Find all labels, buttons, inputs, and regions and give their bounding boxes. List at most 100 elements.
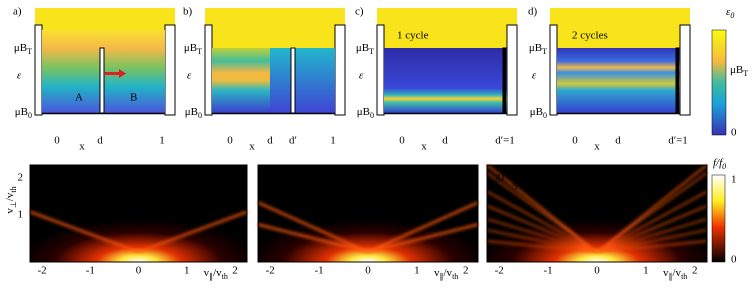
- x-axis-label: x: [79, 141, 85, 153]
- text-part: th: [222, 272, 228, 281]
- text-part: 0: [730, 11, 734, 20]
- text-part: 0: [28, 111, 32, 120]
- y-axis-label: ε: [532, 70, 537, 82]
- fan-line: [596, 218, 708, 253]
- glow: [30, 185, 247, 262]
- x-axis-label: v∥/vth: [204, 267, 228, 282]
- text-part: /v: [213, 267, 222, 279]
- text-part: μB: [529, 42, 542, 54]
- plot-frame: [486, 164, 708, 263]
- plot-frame: [257, 164, 479, 263]
- glow: [487, 185, 707, 262]
- text-part: /v: [673, 267, 682, 279]
- text-part: /v: [4, 192, 16, 201]
- x-tick-label: 1: [643, 265, 649, 277]
- y-axis-label: ε: [359, 70, 364, 82]
- panel-label: a): [13, 6, 22, 18]
- panel-label: b): [183, 6, 193, 18]
- y-tick-label: μB0: [185, 106, 202, 121]
- fan-line: [596, 172, 708, 253]
- divider: [290, 47, 296, 114]
- plot-frame: [29, 164, 248, 263]
- y-tick-label: μB0: [15, 106, 32, 121]
- well-right: [270, 48, 335, 113]
- x-tick-label: d: [615, 135, 621, 147]
- fan: [29, 210, 248, 254]
- annotation: 5 cycles: [512, 181, 548, 193]
- reservoir: [205, 8, 345, 50]
- text-part: μB: [356, 42, 369, 54]
- annotation: 2 cycles: [283, 181, 319, 193]
- text-part: T: [542, 47, 547, 56]
- y-tick-label: μBT: [529, 42, 547, 57]
- fan-line: [486, 218, 598, 253]
- text-part: μB: [530, 106, 543, 118]
- text-part: μB: [357, 106, 370, 118]
- text-part: 0: [543, 111, 547, 120]
- fan-line: [596, 164, 708, 253]
- x-tick-label: 2: [232, 265, 238, 277]
- fan-line: [596, 240, 708, 253]
- panel-label: c): [355, 6, 364, 18]
- right-wall: [506, 24, 518, 116]
- x-axis-label: v∥/vth: [663, 267, 687, 282]
- x-tick-label: 1: [330, 135, 336, 147]
- text-part: T: [743, 69, 748, 78]
- left-wall: [376, 24, 385, 116]
- left-wall: [34, 24, 43, 116]
- y-tick-label: μBT: [356, 42, 374, 57]
- x-tick-label: 2: [463, 265, 469, 277]
- x-tick-label: d′: [289, 135, 297, 147]
- x-axis-label: x: [421, 141, 427, 153]
- x-tick-label: d′=1: [495, 135, 515, 147]
- text-part: f/f: [713, 157, 724, 169]
- x-tick-label: 0: [399, 135, 405, 147]
- annotation: 2 cycles: [572, 30, 608, 42]
- fan-line: [486, 190, 598, 253]
- text-part: th: [9, 186, 18, 192]
- x-tick-label: -2: [37, 265, 46, 277]
- annotation: 1 cycle: [55, 181, 87, 193]
- text-part: v: [204, 267, 210, 279]
- fan-line: [596, 229, 708, 253]
- right-wall: [164, 24, 176, 116]
- text-part: ∥: [209, 272, 213, 281]
- colorbar: [711, 29, 727, 136]
- x-axis-label: v∥/vth: [434, 267, 458, 282]
- text-part: 0: [370, 111, 374, 120]
- divider: [502, 47, 507, 114]
- fan-line: [596, 190, 708, 253]
- panel-label: g): [495, 171, 505, 183]
- text-part: 0: [198, 111, 202, 120]
- fan-line: [596, 205, 708, 253]
- x-tick-label: 1: [184, 265, 190, 277]
- x-tick-label: 1: [414, 265, 420, 277]
- right-wall: [334, 24, 346, 116]
- text-part: /v: [444, 267, 453, 279]
- y-tick-label: μBT: [184, 42, 202, 57]
- fan-line: [486, 229, 598, 253]
- panel-label: f): [266, 171, 274, 183]
- text-part: th: [452, 272, 458, 281]
- text-part: ε: [726, 6, 731, 18]
- x-tick-label: -1: [315, 265, 324, 277]
- x-tick-label: -1: [544, 265, 553, 277]
- x-tick-label: 0: [54, 135, 60, 147]
- y-tick-label: 2: [18, 172, 24, 184]
- x-tick-label: 0: [594, 265, 600, 277]
- panel-label: d): [528, 6, 538, 18]
- colorbar-title: ε0: [726, 6, 734, 21]
- text-part: μB: [15, 106, 28, 118]
- fan-line: [486, 172, 598, 253]
- fan: [257, 201, 479, 254]
- fan-line: [486, 164, 598, 253]
- x-tick-label: 0: [227, 135, 233, 147]
- x-tick-label: d: [442, 135, 448, 147]
- fan-line: [29, 210, 139, 254]
- y-tick-label: μB0: [530, 106, 547, 121]
- x-tick-label: d: [267, 135, 273, 147]
- text-part: μB: [185, 106, 198, 118]
- y-axis-label: ε: [187, 70, 192, 82]
- fan-line: [486, 205, 598, 253]
- y-tick-label: μBT: [14, 42, 32, 57]
